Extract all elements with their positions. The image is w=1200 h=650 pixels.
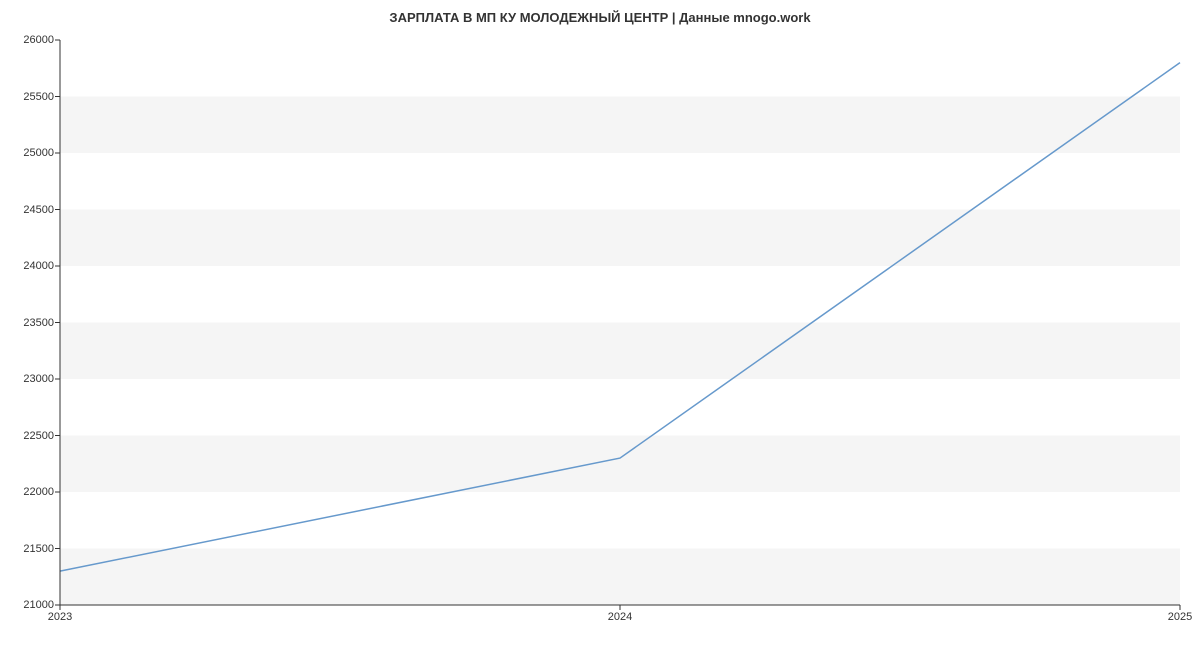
x-tick-label: 2025	[1168, 605, 1192, 623]
y-tick-label: 22000	[23, 486, 60, 498]
y-tick-label: 24000	[23, 260, 60, 272]
y-tick-label: 25500	[23, 91, 60, 103]
y-tick-label: 23000	[23, 373, 60, 385]
y-tick-label: 25000	[23, 147, 60, 159]
x-tick-label: 2023	[48, 605, 72, 623]
y-tick-label: 22500	[23, 430, 60, 442]
y-tick-label: 23500	[23, 317, 60, 329]
line-chart: ЗАРПЛАТА В МП КУ МОЛОДЕЖНЫЙ ЦЕНТР | Данн…	[0, 0, 1200, 650]
chart-svg	[60, 40, 1180, 605]
y-tick-label: 21500	[23, 543, 60, 555]
y-tick-label: 26000	[23, 34, 60, 46]
x-tick-label: 2024	[608, 605, 632, 623]
y-tick-label: 24500	[23, 204, 60, 216]
plot-area: 2100021500220002250023000235002400024500…	[60, 40, 1180, 605]
chart-title: ЗАРПЛАТА В МП КУ МОЛОДЕЖНЫЙ ЦЕНТР | Данн…	[0, 10, 1200, 25]
